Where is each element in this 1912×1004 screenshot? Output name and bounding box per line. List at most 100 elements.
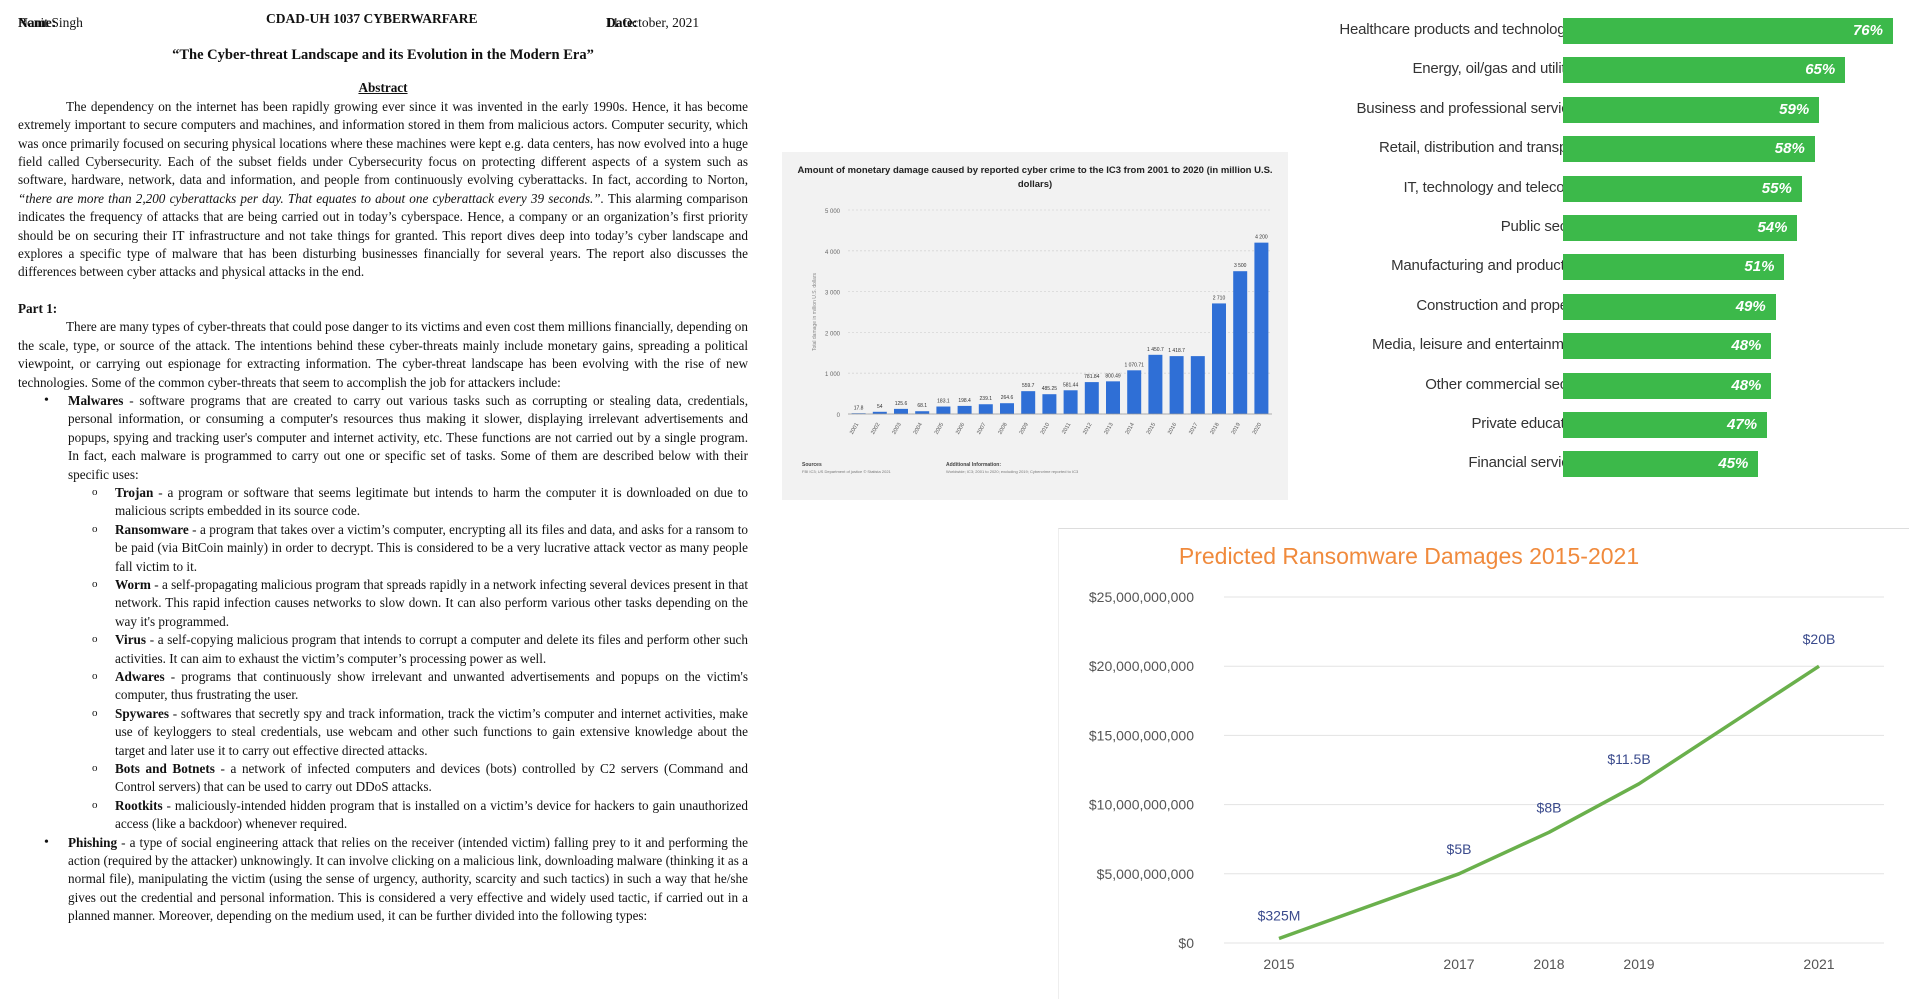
bar-data-label: 125.6 <box>895 401 908 407</box>
x-tick-label: 2021 <box>1803 956 1834 972</box>
footer-sources: FBI IC3; US Department of justice © Stat… <box>802 469 892 474</box>
bar <box>1127 370 1142 414</box>
sublist-term: Worm <box>115 576 151 592</box>
sector-value-label: 45% <box>1718 455 1749 473</box>
sector-label: Other commercial sector <box>1425 375 1584 393</box>
y-tick-label: $20,000,000,000 <box>1089 658 1194 674</box>
document-header: Name: Ronit Singh CDAD-UH 1037 CYBERWARF… <box>18 6 748 30</box>
x-tick-label: 2009 <box>1019 422 1030 436</box>
x-tick-label: 2018 <box>1209 422 1220 436</box>
date-value: 11 October, 2021 <box>606 15 700 30</box>
sublist-term: Spywares <box>115 705 169 721</box>
sublist-term: Rootkits <box>115 797 163 813</box>
bar <box>894 408 908 414</box>
sublist-item: Rootkits - maliciously-intended hidden p… <box>18 796 748 834</box>
document-page: Name: Ronit Singh CDAD-UH 1037 CYBERWARF… <box>18 6 748 926</box>
x-tick-label: 2020 <box>1252 422 1263 436</box>
sector-label: Business and professional services <box>1356 99 1585 117</box>
bar-data-label: 781.84 <box>1084 374 1100 380</box>
sector-row: Business and professional services 59% <box>1290 93 1910 125</box>
x-tick-label: 2008 <box>997 422 1008 436</box>
y-tick-label: 2 000 <box>825 331 841 337</box>
sublist-term: Trojan <box>115 484 154 500</box>
sector-bar: 59% <box>1563 96 1820 123</box>
y-tick-label: 0 <box>837 413 841 419</box>
abstract-quote: “there are more than 2,200 cyberattacks … <box>18 190 604 206</box>
sector-bar: 45% <box>1563 451 1759 478</box>
sector-bar: 47% <box>1563 412 1768 438</box>
x-tick-label: 2019 <box>1231 422 1242 436</box>
name-value: Ronit Singh <box>18 15 83 30</box>
x-tick-label: 2006 <box>955 422 966 436</box>
sublist-text: - programs that continuously show irrele… <box>115 669 748 703</box>
y-tick-label: $15,000,000,000 <box>1089 727 1194 743</box>
sublist-text: - a program or software that seems legit… <box>115 484 748 519</box>
point-data-label: $325M <box>1258 908 1301 924</box>
x-tick-label: 2015 <box>1263 956 1294 972</box>
point-data-label: $8B <box>1537 799 1562 815</box>
sector-bar: 58% <box>1563 136 1815 163</box>
sector-label: IT, technology and telecoms <box>1403 178 1584 196</box>
sector-label: Media, leisure and entertainment <box>1371 336 1584 354</box>
sector-bar: 76% <box>1563 18 1893 44</box>
bar <box>978 404 993 414</box>
sector-row: Public sector 54% <box>1290 211 1910 243</box>
sector-value-label: 59% <box>1779 100 1810 118</box>
ransomware-chart-title: Predicted Ransomware Damages 2015-2021 <box>1178 543 1640 569</box>
bar <box>957 405 972 414</box>
abstract-heading: Abstract <box>358 80 408 96</box>
sector-value-label: 49% <box>1735 297 1766 315</box>
sector-row: Manufacturing and production 51% <box>1290 250 1910 282</box>
sector-bar: 55% <box>1563 175 1802 202</box>
abstract-text-end: This alarming comparison indicates the f… <box>18 190 748 280</box>
bar-data-label: 4 200 <box>1255 235 1268 241</box>
x-tick-label: 2015 <box>1146 422 1157 436</box>
sector-bar: 65% <box>1563 57 1846 84</box>
bar <box>872 411 887 414</box>
bar <box>1169 356 1184 414</box>
sector-row: IT, technology and telecoms 55% <box>1290 172 1910 204</box>
sector-row: Healthcare products and technologies 76% <box>1290 14 1910 46</box>
bar-data-label: 54 <box>877 404 883 410</box>
bar <box>1063 390 1078 414</box>
y-tick-label: $5,000,000,000 <box>1097 866 1195 882</box>
bar-data-label: 2 710 <box>1213 295 1226 301</box>
y-tick-label: 1 000 <box>825 372 841 378</box>
point-data-label: $20B <box>1803 631 1836 647</box>
threat-list: Malwares - software programs that are cr… <box>18 392 748 926</box>
x-tick-label: 2019 <box>1623 956 1654 972</box>
bar <box>1106 381 1120 414</box>
point-data-label: $11.5B <box>1607 751 1650 767</box>
sublist-item: Ransomware - a program that takes over a… <box>18 520 748 576</box>
sector-label: Financial services <box>1468 454 1584 472</box>
sector-value-label: 76% <box>1852 22 1883 39</box>
part1-paragraph: There are many types of cyber-threats th… <box>18 319 748 390</box>
list-item-phishing: Phishing - a type of social engineering … <box>18 834 748 926</box>
bar <box>1212 303 1226 414</box>
part1-heading: Part 1: <box>18 300 58 316</box>
paper-title: “The Cyber-threat Landscape and its Evol… <box>172 47 594 63</box>
sublist-text: - softwares that secretly spy and track … <box>115 705 748 758</box>
x-tick-label: 2017 <box>1443 956 1474 972</box>
sublist-term: Virus <box>115 632 147 648</box>
bar-data-label: 198.4 <box>958 398 971 404</box>
bar-data-label: 1 450.7 <box>1147 347 1164 353</box>
sector-value-label: 55% <box>1761 179 1792 197</box>
x-tick-label: 2016 <box>1167 422 1178 436</box>
monetary-damage-chart-title: Amount of monetary damage caused by repo… <box>797 165 1273 190</box>
ransomware-damages-chart: Predicted Ransomware Damages 2015-2021 $… <box>1058 528 1909 999</box>
sector-value-label: 47% <box>1727 416 1758 433</box>
sector-bar: 54% <box>1563 215 1798 241</box>
sector-value-label: 58% <box>1774 140 1805 158</box>
y-tick-label: $0 <box>1178 935 1194 951</box>
bar <box>1021 391 1036 414</box>
sector-bar: 48% <box>1563 333 1772 360</box>
x-tick-label: 2014 <box>1125 422 1136 436</box>
bar-data-label: 559.7 <box>1022 383 1035 389</box>
sublist-item: Virus - a self-copying malicious program… <box>18 630 748 668</box>
sector-row: Retail, distribution and transport 58% <box>1290 132 1910 164</box>
sublist-item: Bots and Botnets - a network of infected… <box>18 759 748 797</box>
bar <box>1254 242 1269 414</box>
list-item-malwares: Malwares - software programs that are cr… <box>18 392 748 484</box>
monetary-damage-chart: Amount of monetary damage caused by repo… <box>782 152 1288 500</box>
